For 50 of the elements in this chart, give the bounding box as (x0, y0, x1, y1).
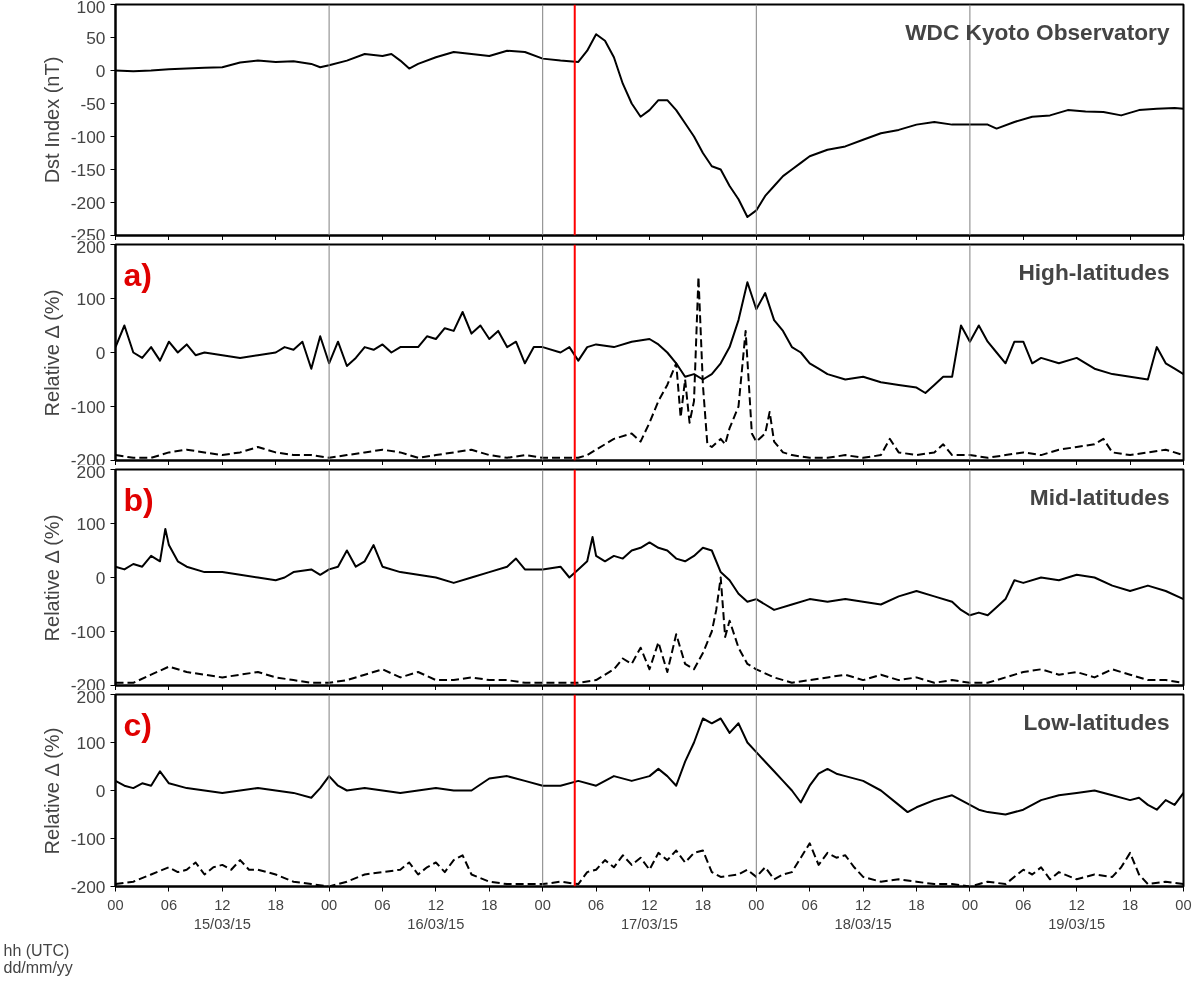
x-tick-label: 12 16/03/15 (407, 896, 465, 932)
x-tick-label: 00 (1175, 896, 1192, 913)
y-tick-label: -100 (70, 396, 106, 417)
x-tick-label: 06 (160, 896, 178, 913)
text: High-latitudes (1018, 258, 1170, 285)
x-tick-label: 00 (748, 896, 765, 913)
x-tick-label: 18 (267, 896, 284, 913)
y-tick-label: -200 (70, 192, 106, 213)
x-tick-label: 06 (374, 896, 391, 913)
y-tick-label: 100 (76, 732, 106, 753)
x-tick-label: 06 (587, 896, 605, 913)
y-tick-label: 0 (95, 567, 106, 588)
x-tick-label: 06 (1015, 896, 1032, 913)
x-tick-label: 06 (801, 896, 818, 913)
x-tick-label: 12 18/03/15 (834, 896, 892, 932)
y-axis-title: Relative Δ (%) (40, 514, 63, 642)
y-tick-label: 0 (95, 342, 106, 363)
annotation: a) (123, 256, 152, 293)
y-tick-label: 0 (95, 60, 106, 81)
x-tick-label: 12 15/03/15 (193, 896, 251, 932)
y-tick-label: -50 (80, 93, 106, 114)
x-tick-label: 18 (694, 896, 712, 913)
y-tick-label: 100 (76, 288, 106, 309)
x-tick-label: 00 (320, 896, 338, 913)
y-tick-label: -100 (70, 621, 106, 642)
x-tick-label: 12 19/03/15 (1048, 896, 1106, 932)
annotation: b) (123, 481, 154, 518)
x-tick-label: 18 (481, 896, 498, 913)
y-tick-label: 50 (86, 27, 106, 48)
y-axis-title: Dst Index (nT) (40, 56, 63, 184)
y-axis-title: Relative Δ (%) (40, 289, 63, 417)
x-tick-label: 00 (534, 896, 551, 913)
x-axis-title: hh (UTC) dd/mm/yy (3, 941, 73, 976)
text: WDC Kyoto Observatory (905, 18, 1170, 45)
text: Low-latitudes (1023, 708, 1170, 735)
x-tick-label: 00 (107, 896, 124, 913)
y-tick-label: -100 (70, 828, 106, 849)
y-tick-label: -150 (70, 159, 106, 180)
y-tick-label: 0 (95, 780, 106, 801)
y-tick-label: 100 (76, 0, 106, 17)
y-tick-label: -100 (70, 126, 106, 147)
x-tick-label: 18 (1121, 896, 1139, 913)
x-tick-label: 12 17/03/15 (620, 896, 679, 932)
x-tick-label: 00 (961, 896, 979, 913)
text: Mid-latitudes (1029, 483, 1170, 510)
y-tick-label: 100 (76, 513, 106, 534)
y-axis-title: Relative Δ (%) (40, 727, 63, 855)
y-tick-label: -200 (70, 876, 106, 897)
x-tick-label: 18 (908, 896, 925, 913)
annotation: c) (123, 706, 152, 743)
